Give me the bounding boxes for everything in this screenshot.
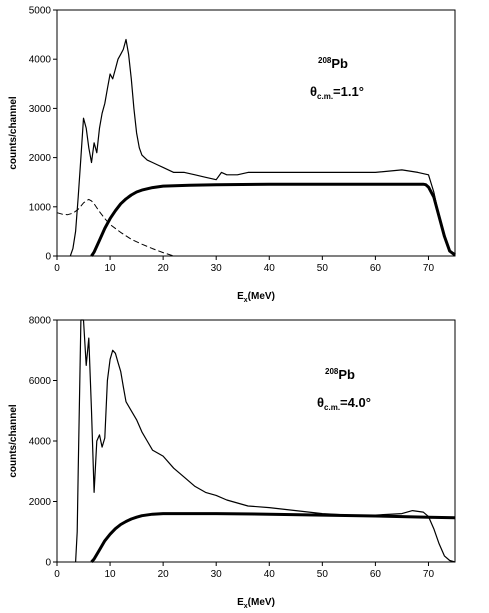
x-tick-label: 20 <box>158 263 170 274</box>
y-axis-label: counts/channel <box>8 96 19 170</box>
angle-label: θc.m.=4.0° <box>317 395 371 412</box>
plot-area: 0 10 20 30 40 50 60 70 0 1000 2000 3000 4000 5000 <box>29 6 456 274</box>
plot-frame <box>56 9 456 257</box>
x-tick-label: 0 <box>54 263 60 274</box>
x-tick-label: 20 <box>158 569 170 580</box>
y-tick-label: 0 <box>45 558 51 569</box>
x-axis-label: Ex(MeV) <box>237 291 275 304</box>
isotope-label: 208Pb <box>318 56 348 71</box>
x-axis-label: Ex(MeV) <box>237 597 275 610</box>
plot-area: 0 10 20 30 40 50 60 70 0 2000 4000 6000 8000 <box>29 316 456 580</box>
angle-label: θc.m.=1.1° <box>310 84 364 101</box>
x-tick-label: 50 <box>317 263 329 274</box>
y-tick-label: 8000 <box>29 316 52 327</box>
x-tick-label: 60 <box>370 263 382 274</box>
y-axis-label: counts/channel <box>8 404 19 478</box>
series-dashed <box>56 198 174 257</box>
series-thick-solid <box>90 182 456 257</box>
x-tick-label: 70 <box>423 263 435 274</box>
x-tick-label: 30 <box>211 569 223 580</box>
y-tick-label: 5000 <box>29 6 52 17</box>
y-tick-label: 2000 <box>29 497 52 508</box>
series-thin-solid <box>69 38 456 257</box>
series-thick-solid <box>90 512 456 563</box>
x-tick-label: 0 <box>54 569 60 580</box>
x-tick-label: 40 <box>264 263 276 274</box>
chart-bottom: 0 10 20 30 40 50 60 70 0 2000 4000 6000 8000 Ex(MeV) c… <box>8 316 456 610</box>
x-tick-label: 60 <box>370 569 382 580</box>
x-tick-label: 40 <box>264 569 276 580</box>
y-tick-label: 6000 <box>29 376 52 387</box>
y-tick-label: 4000 <box>29 55 52 66</box>
x-tick-label: 70 <box>423 569 435 580</box>
y-tick-label: 3000 <box>29 104 52 115</box>
chart-top: 0 10 20 30 40 50 60 70 0 1000 2000 3000 4000 5000 Ex(M… <box>8 6 456 304</box>
y-tick-label: 0 <box>45 252 51 263</box>
x-tick-label: 10 <box>105 263 117 274</box>
y-tick-label: 2000 <box>29 153 52 164</box>
x-tick-label: 10 <box>105 569 117 580</box>
series-thin-solid <box>75 319 456 563</box>
x-tick-label: 30 <box>211 263 223 274</box>
y-tick-label: 4000 <box>29 437 52 448</box>
isotope-label: 208Pb <box>325 367 355 382</box>
y-tick-label: 1000 <box>29 202 52 213</box>
x-tick-label: 50 <box>317 569 329 580</box>
